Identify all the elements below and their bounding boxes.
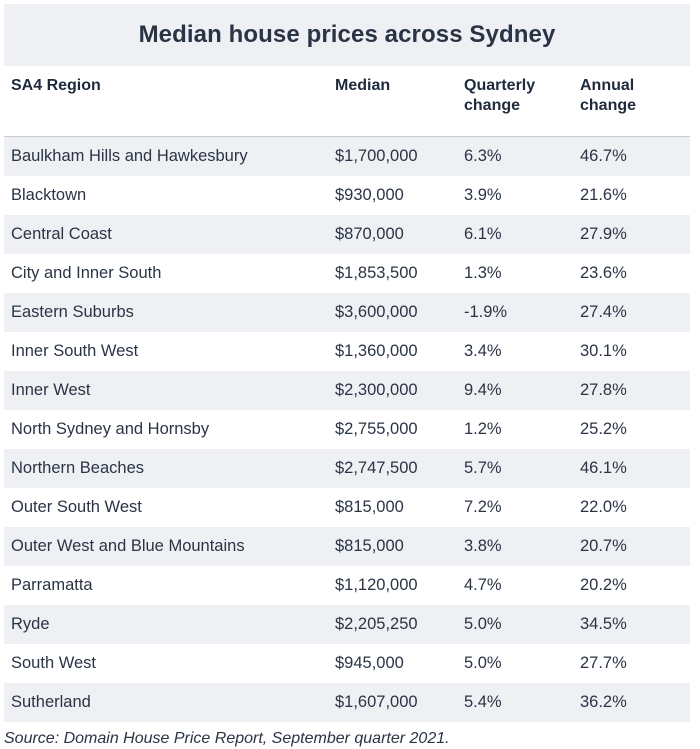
table-row: Inner South West $1,360,000 3.4% 30.1% [4, 332, 690, 371]
table-row: City and Inner South $1,853,500 1.3% 23.6% [4, 254, 690, 293]
cell-quarterly-change: 3.9% [457, 176, 573, 215]
table-row: Ryde $2,205,250 5.0% 34.5% [4, 605, 690, 644]
table-row: Eastern Suburbs $3,600,000 -1.9% 27.4% [4, 293, 690, 332]
cell-quarterly-change: 3.4% [457, 332, 573, 371]
column-header-median: Median [328, 66, 457, 137]
table-title: Median house prices across Sydney [4, 4, 690, 66]
column-header-annual-text: Annual change [580, 77, 637, 114]
cell-region: Inner West [4, 371, 328, 410]
table-row: Sutherland $1,607,000 5.4% 36.2% [4, 683, 690, 722]
cell-quarterly-change: 1.3% [457, 254, 573, 293]
cell-region: Sutherland [4, 683, 328, 722]
table-row: South West $945,000 5.0% 27.7% [4, 644, 690, 683]
cell-annual-change: 27.7% [573, 644, 690, 683]
cell-annual-change: 25.2% [573, 410, 690, 449]
cell-quarterly-change: 1.2% [457, 410, 573, 449]
cell-region: North Sydney and Hornsby [4, 410, 328, 449]
cell-median: $815,000 [328, 488, 457, 527]
cell-annual-change: 21.6% [573, 176, 690, 215]
column-header-annual-change: Annual change [573, 66, 690, 137]
table-row: Outer South West $815,000 7.2% 22.0% [4, 488, 690, 527]
table-row: Northern Beaches $2,747,500 5.7% 46.1% [4, 449, 690, 488]
table-header-row: SA4 Region Median Quarterly change Annua… [4, 66, 690, 137]
table-row: Parramatta $1,120,000 4.7% 20.2% [4, 566, 690, 605]
cell-median: $815,000 [328, 527, 457, 566]
cell-annual-change: 34.5% [573, 605, 690, 644]
cell-region: Blacktown [4, 176, 328, 215]
cell-region: Parramatta [4, 566, 328, 605]
table-body: Baulkham Hills and Hawkesbury $1,700,000 6… [4, 136, 690, 722]
cell-region: South West [4, 644, 328, 683]
cell-region: Baulkham Hills and Hawkesbury [4, 136, 328, 176]
cell-quarterly-change: 5.7% [457, 449, 573, 488]
cell-quarterly-change: 5.4% [457, 683, 573, 722]
cell-region: Central Coast [4, 215, 328, 254]
cell-region: Outer South West [4, 488, 328, 527]
cell-quarterly-change: 6.1% [457, 215, 573, 254]
cell-region: Inner South West [4, 332, 328, 371]
cell-region: Outer West and Blue Mountains [4, 527, 328, 566]
cell-quarterly-change: 5.0% [457, 644, 573, 683]
table-row: Central Coast $870,000 6.1% 27.9% [4, 215, 690, 254]
cell-annual-change: 27.9% [573, 215, 690, 254]
table-row: Inner West $2,300,000 9.4% 27.8% [4, 371, 690, 410]
cell-annual-change: 20.2% [573, 566, 690, 605]
cell-quarterly-change: 9.4% [457, 371, 573, 410]
table-row: Blacktown $930,000 3.9% 21.6% [4, 176, 690, 215]
column-header-region: SA4 Region [4, 66, 328, 137]
cell-region: City and Inner South [4, 254, 328, 293]
price-table: SA4 Region Median Quarterly change Annua… [4, 66, 690, 722]
cell-annual-change: 46.1% [573, 449, 690, 488]
cell-median: $1,120,000 [328, 566, 457, 605]
cell-median: $870,000 [328, 215, 457, 254]
cell-annual-change: 46.7% [573, 136, 690, 176]
source-note: Source: Domain House Price Report, Septe… [4, 730, 450, 747]
cell-median: $2,747,500 [328, 449, 457, 488]
cell-annual-change: 20.7% [573, 527, 690, 566]
cell-quarterly-change: 7.2% [457, 488, 573, 527]
table-row: North Sydney and Hornsby $2,755,000 1.2% 25… [4, 410, 690, 449]
cell-region: Eastern Suburbs [4, 293, 328, 332]
cell-region: Ryde [4, 605, 328, 644]
cell-region: Northern Beaches [4, 449, 328, 488]
cell-annual-change: 27.8% [573, 371, 690, 410]
cell-quarterly-change: 4.7% [457, 566, 573, 605]
price-table-container: Median house prices across Sydney SA4 Re… [4, 4, 690, 748]
cell-quarterly-change: 5.0% [457, 605, 573, 644]
cell-median: $1,360,000 [328, 332, 457, 371]
cell-quarterly-change: -1.9% [457, 293, 573, 332]
table-row: Outer West and Blue Mountains $815,000 3.8… [4, 527, 690, 566]
cell-median: $930,000 [328, 176, 457, 215]
cell-quarterly-change: 6.3% [457, 136, 573, 176]
cell-annual-change: 30.1% [573, 332, 690, 371]
table-row: Baulkham Hills and Hawkesbury $1,700,000 6… [4, 136, 690, 176]
cell-median: $3,600,000 [328, 293, 457, 332]
column-header-quarterly-text: Quarterly change [464, 77, 536, 114]
cell-median: $1,607,000 [328, 683, 457, 722]
cell-median: $1,700,000 [328, 136, 457, 176]
cell-quarterly-change: 3.8% [457, 527, 573, 566]
cell-median: $2,300,000 [328, 371, 457, 410]
cell-median: $945,000 [328, 644, 457, 683]
cell-annual-change: 22.0% [573, 488, 690, 527]
cell-annual-change: 23.6% [573, 254, 690, 293]
cell-annual-change: 27.4% [573, 293, 690, 332]
cell-median: $2,755,000 [328, 410, 457, 449]
cell-annual-change: 36.2% [573, 683, 690, 722]
cell-median: $2,205,250 [328, 605, 457, 644]
column-header-quarterly-change: Quarterly change [457, 66, 573, 137]
cell-median: $1,853,500 [328, 254, 457, 293]
